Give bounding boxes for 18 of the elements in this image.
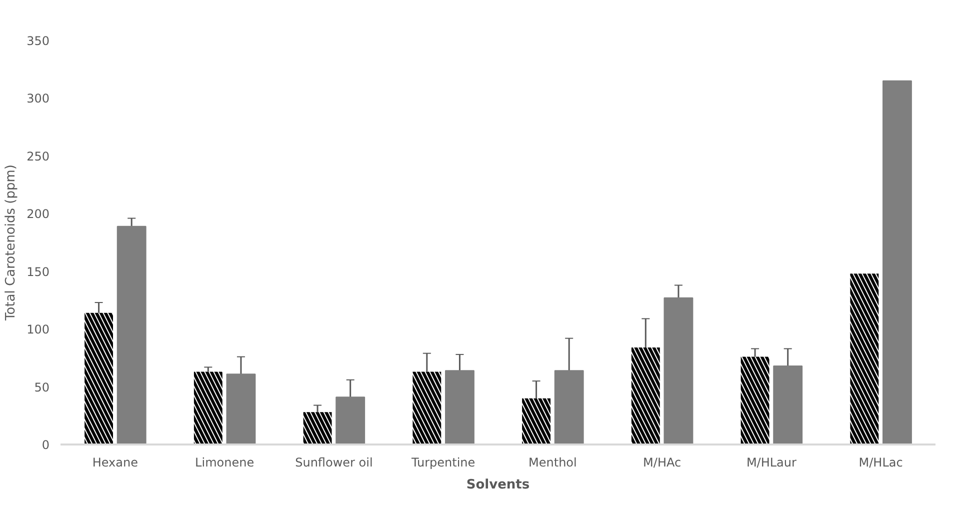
y-tick-label: 300 — [26, 92, 50, 106]
x-tick-label: Sunflower oil — [295, 456, 373, 470]
y-tick-label: 350 — [26, 34, 50, 48]
y-axis-title: Total Carotenoids (ppm) — [4, 164, 19, 322]
x-axis-title: Solvents — [466, 478, 530, 492]
x-tick-label: M/HLaur — [746, 456, 797, 470]
y-tick-label: 50 — [34, 380, 50, 394]
x-tick-label: Menthol — [528, 456, 577, 470]
y-tick-label: 0 — [42, 438, 50, 452]
y-tick-label: 250 — [26, 149, 50, 164]
y-tick-label: 200 — [26, 207, 50, 222]
x-tick-label: M/HLac — [858, 456, 903, 470]
x-tick-label: M/HAc — [643, 456, 682, 470]
x-tick-label: Hexane — [92, 456, 138, 470]
y-tick-label: 150 — [26, 264, 50, 279]
x-tick-label: Turpentine — [410, 456, 476, 470]
y-tick-label: 100 — [26, 322, 50, 337]
x-tick-label: Limonene — [195, 456, 254, 470]
